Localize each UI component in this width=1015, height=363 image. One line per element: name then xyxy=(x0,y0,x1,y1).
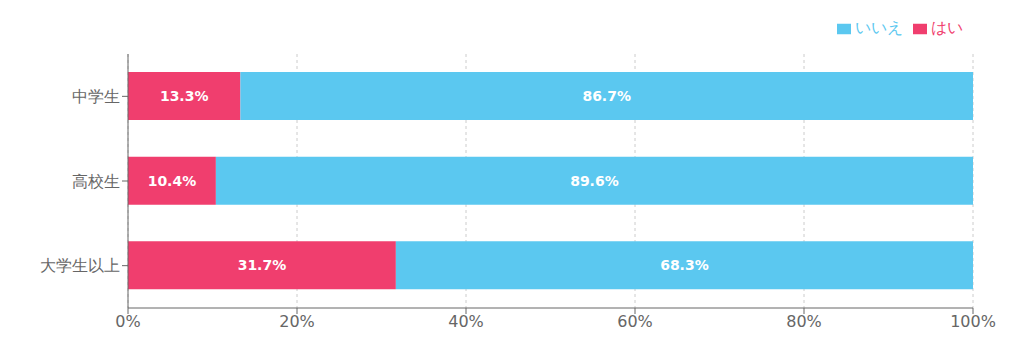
svg-text:80%: 80% xyxy=(786,312,822,331)
svg-text:20%: 20% xyxy=(279,312,315,331)
svg-text:86.7%: 86.7% xyxy=(582,88,631,104)
svg-text:100%: 100% xyxy=(950,312,996,331)
svg-text:0%: 0% xyxy=(115,312,140,331)
svg-text:10.4%: 10.4% xyxy=(148,173,197,189)
svg-text:31.7%: 31.7% xyxy=(238,257,287,273)
html-text:いいえ: いいえ xyxy=(855,18,903,37)
svg-text:89.6%: 89.6% xyxy=(570,173,619,189)
svg-text:13.3%: 13.3% xyxy=(160,88,209,104)
svg-text:40%: 40% xyxy=(448,312,484,331)
svg-text:60%: 60% xyxy=(617,312,653,331)
svg-text:68.3%: 68.3% xyxy=(660,257,709,273)
svg-text:中学生: 中学生 xyxy=(72,87,120,106)
svg-text:大学生以上: 大学生以上 xyxy=(40,256,120,275)
html-text:はい: はい xyxy=(931,18,963,37)
svg-text:高校生: 高校生 xyxy=(72,172,120,191)
